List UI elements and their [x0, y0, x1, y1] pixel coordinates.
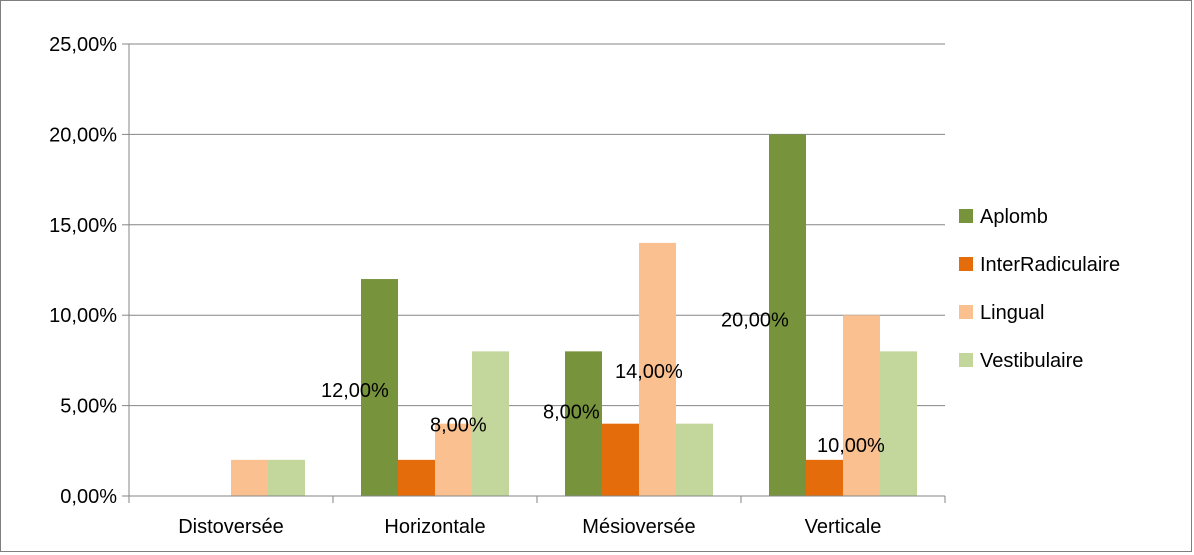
bar [565, 351, 602, 496]
bars [231, 134, 917, 496]
bar [231, 459, 268, 496]
bar [843, 315, 880, 496]
axes: 0,00% 5,00% 10,00% 15,00% 20,00% 25,00% Distov… [49, 34, 946, 538]
bar [435, 423, 472, 496]
legend-label: Lingual [980, 302, 1045, 324]
bar [880, 351, 917, 496]
y-tick-label: 0,00% [60, 486, 117, 508]
legend-swatch [959, 305, 973, 319]
y-tick-label: 15,00% [49, 215, 117, 237]
legend-swatch [959, 257, 973, 271]
legend-label: Aplomb [980, 206, 1048, 228]
x-tick-label: Mésioversée [582, 516, 695, 538]
bar [639, 242, 676, 496]
y-tick-label: 5,00% [60, 396, 117, 418]
gridlines [129, 43, 945, 407]
legend-swatch [959, 353, 973, 367]
y-tick-label: 25,00% [49, 34, 117, 56]
bar [602, 423, 639, 496]
bar [398, 459, 435, 496]
bar [769, 134, 806, 496]
x-tick-label: Distoversée [178, 516, 284, 538]
y-tick-label: 10,00% [49, 305, 117, 327]
legend-swatch [959, 209, 973, 223]
legend-label: InterRadiculaire [980, 254, 1120, 276]
bar [472, 351, 509, 496]
data-label: 20,00% [721, 309, 789, 331]
y-tick-label: 20,00% [49, 124, 117, 146]
x-tick-label: Verticale [805, 516, 882, 538]
bar [361, 279, 398, 496]
bar [268, 459, 305, 496]
data-label: 10,00% [817, 435, 885, 457]
data-labels: 12,00% 8,00% 20,00% 8,00% 14,00% 10,00% [321, 309, 885, 457]
x-tick-label: Horizontale [384, 516, 485, 538]
legend: Aplomb InterRadiculaire Lingual Vestibulair… [959, 206, 1120, 372]
bar [806, 459, 843, 496]
bar [676, 423, 713, 496]
data-label: 12,00% [321, 380, 389, 402]
data-label: 14,00% [615, 361, 683, 383]
data-label: 8,00% [543, 401, 600, 423]
data-label: 8,00% [430, 414, 487, 436]
legend-label: Vestibulaire [980, 350, 1083, 372]
